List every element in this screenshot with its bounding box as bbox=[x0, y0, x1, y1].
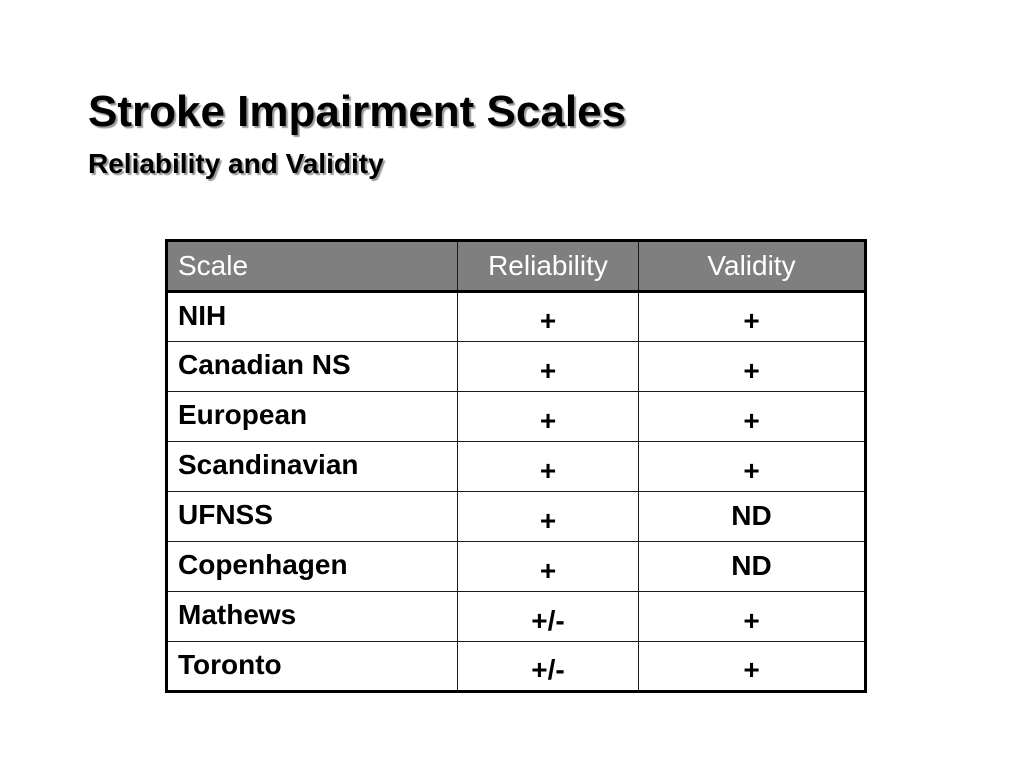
reliability-value: +/- bbox=[457, 591, 639, 642]
validity-value: + bbox=[638, 341, 866, 392]
table-row: NIH + + bbox=[166, 291, 866, 342]
reliability-value: + bbox=[457, 441, 639, 492]
scale-name: Copenhagen bbox=[166, 541, 458, 592]
reliability-value: + bbox=[457, 341, 639, 392]
scale-name: UFNSS bbox=[166, 491, 458, 542]
table-row: UFNSS + ND bbox=[166, 491, 866, 542]
header-reliability: Reliability bbox=[457, 240, 639, 293]
header-scale: Scale bbox=[166, 240, 458, 293]
validity-value: + bbox=[638, 641, 866, 692]
table-row: European + + bbox=[166, 391, 866, 442]
table-row: Canadian NS + + bbox=[166, 341, 866, 392]
scales-table: Scale Reliability Validity NIH + + Canad… bbox=[165, 239, 867, 693]
reliability-value: + bbox=[457, 291, 639, 342]
table-header: Scale Reliability Validity bbox=[166, 240, 866, 293]
table-row: Copenhagen + ND bbox=[166, 541, 866, 592]
validity-value: ND bbox=[638, 541, 866, 592]
reliability-value: + bbox=[457, 541, 639, 592]
reliability-value: +/- bbox=[457, 641, 639, 692]
slide-title: Stroke Impairment Scales bbox=[88, 87, 627, 136]
validity-value: + bbox=[638, 441, 866, 492]
validity-value: + bbox=[638, 291, 866, 342]
slide-subtitle: Reliability and Validity bbox=[88, 148, 384, 179]
scale-name: Toronto bbox=[166, 641, 458, 692]
validity-value: + bbox=[638, 391, 866, 442]
header-row: Scale Reliability Validity bbox=[166, 240, 866, 293]
table-body: NIH + + Canadian NS + + European + + Sca… bbox=[166, 291, 866, 692]
table-row: Toronto +/- + bbox=[166, 641, 866, 692]
scale-name: European bbox=[166, 391, 458, 442]
reliability-value: + bbox=[457, 391, 639, 442]
scale-name: Canadian NS bbox=[166, 341, 458, 392]
header-validity: Validity bbox=[638, 240, 866, 293]
scale-name: Scandinavian bbox=[166, 441, 458, 492]
scale-name: NIH bbox=[166, 291, 458, 342]
reliability-value: + bbox=[457, 491, 639, 542]
table-row: Mathews +/- + bbox=[166, 591, 866, 642]
validity-value: + bbox=[638, 591, 866, 642]
table-row: Scandinavian + + bbox=[166, 441, 866, 492]
scale-name: Mathews bbox=[166, 591, 458, 642]
validity-value: ND bbox=[638, 491, 866, 542]
